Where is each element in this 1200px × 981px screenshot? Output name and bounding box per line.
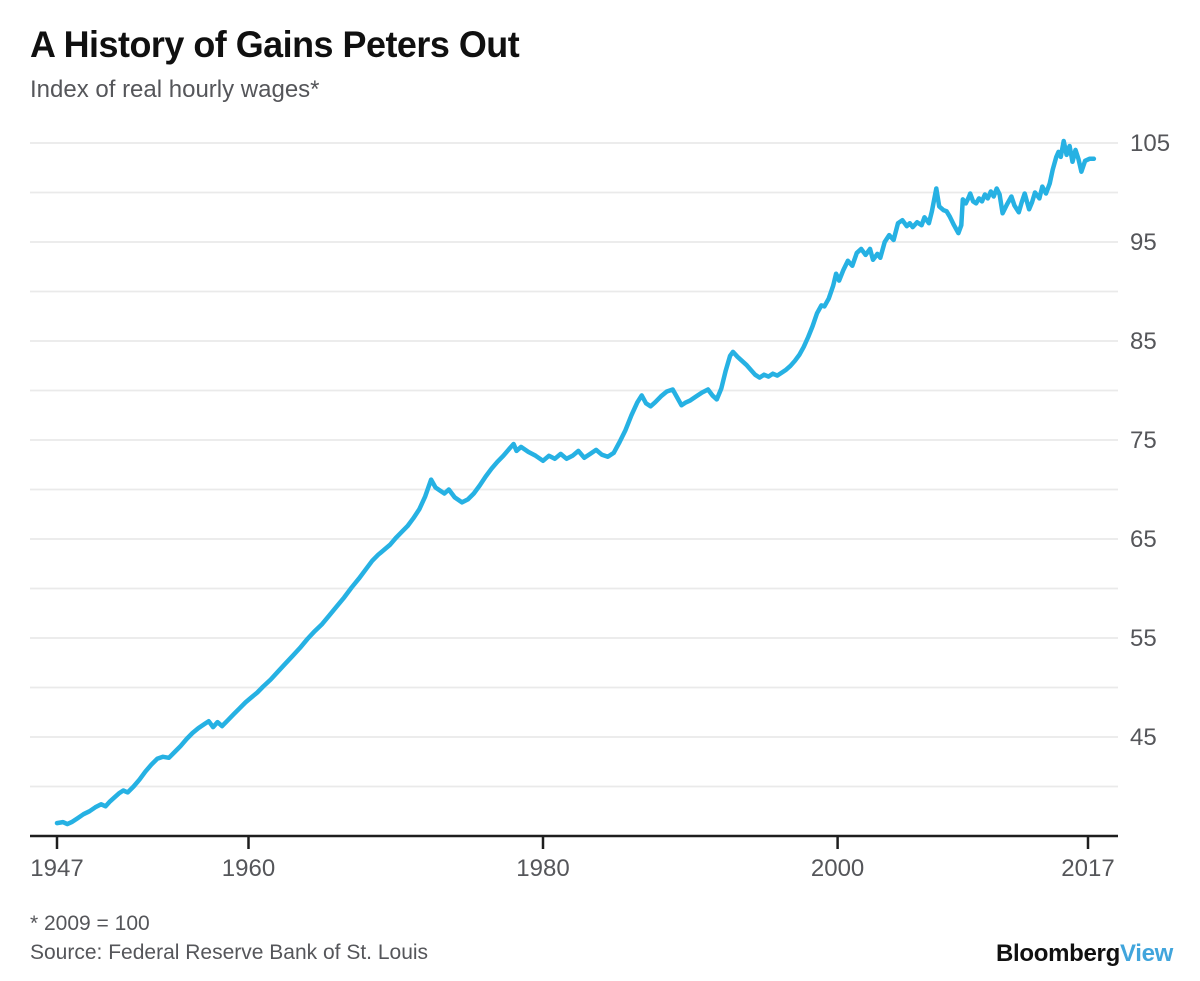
chart-footnote: * 2009 = 100 [30,912,150,935]
x-tick-label: 1980 [516,855,569,882]
chart-subtitle: Index of real hourly wages* [30,76,320,103]
logo-bloomberg-text: Bloomberg [995,940,1120,967]
y-tick-label: 105 [1130,130,1170,157]
bloomberg-view-logo: BloombergView [996,940,1173,968]
y-tick-label: 45 [1130,724,1157,751]
y-tick-label: 55 [1130,625,1157,652]
wage-index-line-chart: 1947 1960 1980 2000 2017 105 95 85 75 65 55 45 [30,130,1170,882]
chart-title: A History of Gains Peters Out [30,24,520,65]
y-tick-label: 65 [1130,526,1157,553]
y-tick-label: 75 [1130,427,1157,454]
y-tick-label: 95 [1130,229,1157,256]
x-tick-label: 2017 [1061,855,1114,882]
logo-view-text: View [1119,940,1173,967]
x-tick-label: 2000 [811,855,864,882]
wage-index-line [54,138,1097,827]
x-tick-label: 1947 [30,855,83,882]
chart-source: Source: Federal Reserve Bank of St. Loui… [30,941,429,964]
x-tick-label: 1960 [222,855,275,882]
y-tick-label: 85 [1130,328,1157,355]
